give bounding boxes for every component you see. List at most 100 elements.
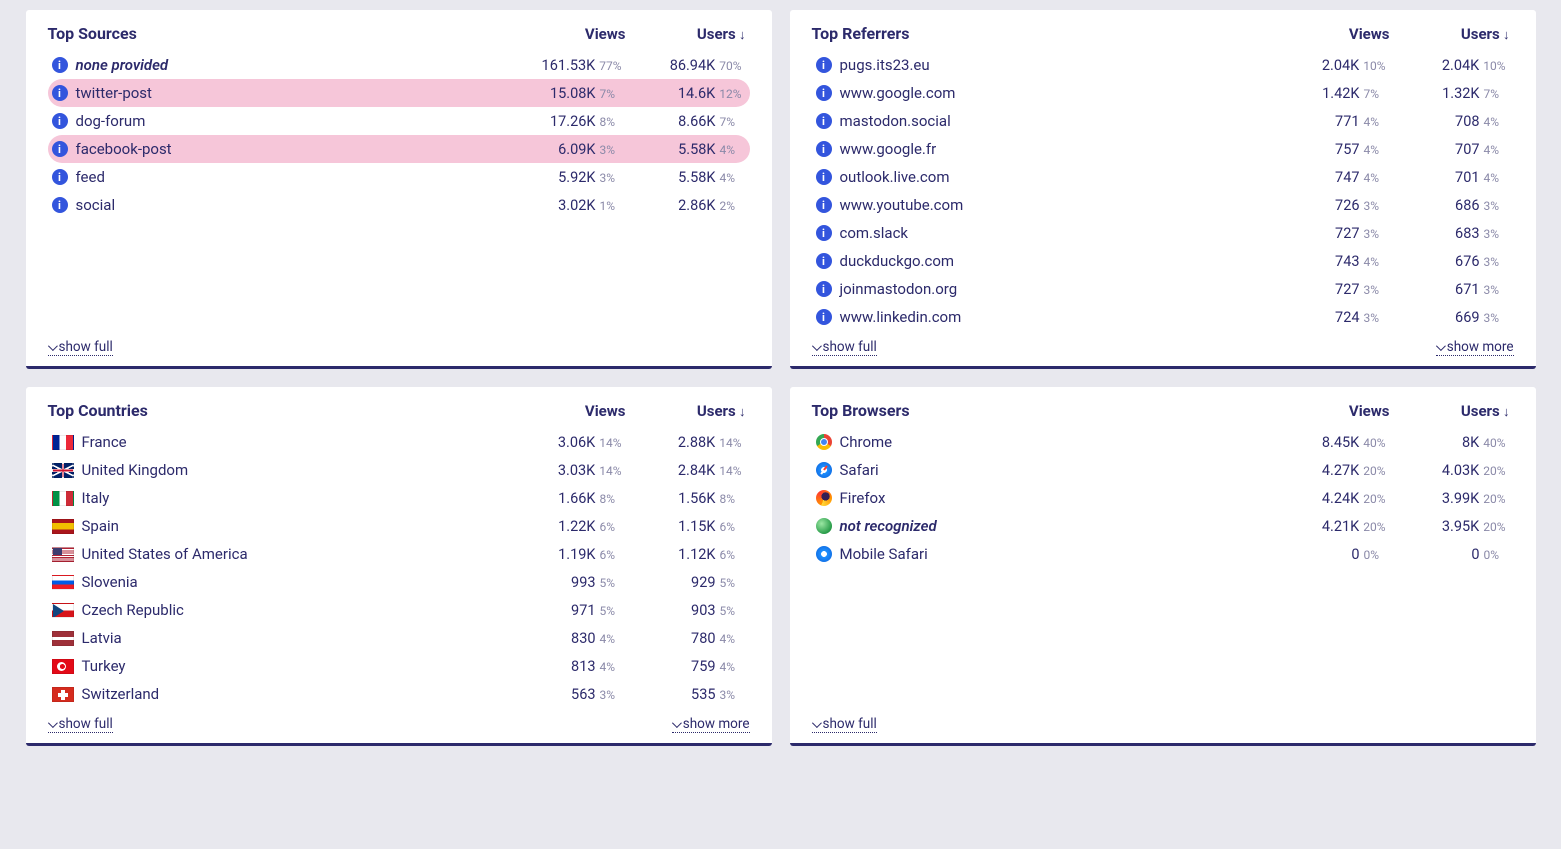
info-icon[interactable]: i bbox=[816, 113, 832, 129]
table-row[interactable]: Turkey8134%7594% bbox=[48, 652, 750, 680]
views-value: 2.04K bbox=[1322, 57, 1359, 74]
table-row[interactable]: isocial3.02K1%2.86K2% bbox=[48, 191, 750, 219]
info-icon[interactable]: i bbox=[816, 225, 832, 241]
table-row[interactable]: iwww.google.com1.42K7%1.32K7% bbox=[812, 79, 1514, 107]
col-users-sorted[interactable]: Users bbox=[1394, 25, 1514, 43]
col-views[interactable]: Views bbox=[1274, 25, 1394, 43]
users-pct: 7% bbox=[720, 115, 742, 129]
table-row[interactable]: Safari4.27K20%4.03K20% bbox=[812, 456, 1514, 484]
table-row[interactable]: United Kingdom3.03K14%2.84K14% bbox=[48, 456, 750, 484]
table-row[interactable]: itwitter-post15.08K7%14.6K12% bbox=[48, 79, 750, 107]
info-icon[interactable]: i bbox=[816, 253, 832, 269]
views-value: 724 bbox=[1335, 309, 1359, 326]
table-row[interactable]: ijoinmastodon.org7273%6713% bbox=[812, 275, 1514, 303]
show-full-label: show full bbox=[823, 339, 877, 355]
info-icon[interactable]: i bbox=[816, 85, 832, 101]
show-full-link[interactable]: show full bbox=[812, 716, 877, 733]
table-row[interactable]: inone provided161.53K77%86.94K70% bbox=[48, 51, 750, 79]
views-cell: 4.24K20% bbox=[1270, 490, 1390, 507]
users-cell: 1.32K7% bbox=[1390, 85, 1510, 102]
table-row[interactable]: iwww.linkedin.com7243%6693% bbox=[812, 303, 1514, 331]
info-icon[interactable]: i bbox=[816, 197, 832, 213]
row-label-text: not recognized bbox=[840, 517, 937, 535]
users-cell: 14.6K12% bbox=[626, 85, 746, 102]
info-icon[interactable]: i bbox=[52, 113, 68, 129]
show-more-link[interactable]: show more bbox=[672, 716, 750, 733]
table-row[interactable]: Mobile Safari00%00% bbox=[812, 540, 1514, 568]
show-full-link[interactable]: show full bbox=[48, 716, 113, 733]
row-label: United Kingdom bbox=[52, 461, 506, 479]
col-views[interactable]: Views bbox=[1274, 402, 1394, 420]
table-row[interactable]: ifeed5.92K3%5.58K4% bbox=[48, 163, 750, 191]
row-label-text: duckduckgo.com bbox=[840, 252, 955, 270]
col-views[interactable]: Views bbox=[510, 25, 630, 43]
info-icon[interactable]: i bbox=[52, 57, 68, 73]
table-row[interactable]: Italy1.66K8%1.56K8% bbox=[48, 484, 750, 512]
table-row[interactable]: Czech Republic9715%9035% bbox=[48, 596, 750, 624]
row-label: Latvia bbox=[52, 629, 506, 647]
users-value: 780 bbox=[691, 630, 715, 647]
views-cell: 6.09K3% bbox=[506, 141, 626, 158]
col-users-sorted[interactable]: Users bbox=[630, 25, 750, 43]
views-value: 17.26K bbox=[550, 113, 596, 130]
table-row[interactable]: United States of America1.19K6%1.12K6% bbox=[48, 540, 750, 568]
table-row[interactable]: iwww.youtube.com7263%6863% bbox=[812, 191, 1514, 219]
users-cell: 5.58K4% bbox=[626, 169, 746, 186]
show-full-link[interactable]: show full bbox=[48, 339, 113, 356]
chevron-down-icon bbox=[48, 716, 57, 732]
table-row[interactable]: ipugs.its23.eu2.04K10%2.04K10% bbox=[812, 51, 1514, 79]
table-row[interactable]: imastodon.social7714%7084% bbox=[812, 107, 1514, 135]
table-row[interactable]: Chrome8.45K40%8K40% bbox=[812, 428, 1514, 456]
info-icon[interactable]: i bbox=[816, 169, 832, 185]
users-cell: 6713% bbox=[1390, 281, 1510, 298]
row-label-text: www.youtube.com bbox=[840, 196, 964, 214]
col-views[interactable]: Views bbox=[510, 402, 630, 420]
users-pct: 8% bbox=[720, 492, 742, 506]
users-cell: 4.03K20% bbox=[1390, 462, 1510, 479]
users-cell: 6863% bbox=[1390, 197, 1510, 214]
show-full-link[interactable]: show full bbox=[812, 339, 877, 356]
table-row[interactable]: France3.06K14%2.88K14% bbox=[48, 428, 750, 456]
views-cell: 8134% bbox=[506, 658, 626, 675]
info-icon[interactable]: i bbox=[816, 141, 832, 157]
row-label-text: joinmastodon.org bbox=[840, 280, 958, 298]
row-label-text: www.linkedin.com bbox=[840, 308, 962, 326]
info-icon[interactable]: i bbox=[52, 197, 68, 213]
row-label: isocial bbox=[52, 196, 506, 214]
table-row[interactable]: iduckduckgo.com7434%6763% bbox=[812, 247, 1514, 275]
info-icon[interactable]: i bbox=[52, 85, 68, 101]
flag-icon bbox=[52, 491, 74, 506]
col-users-sorted[interactable]: Users bbox=[1394, 402, 1514, 420]
row-label: Slovenia bbox=[52, 573, 506, 591]
views-pct: 3% bbox=[1364, 199, 1386, 213]
row-label: Italy bbox=[52, 489, 506, 507]
views-pct: 3% bbox=[600, 688, 622, 702]
info-icon[interactable]: i bbox=[52, 169, 68, 185]
table-row[interactable]: ioutlook.live.com7474%7014% bbox=[812, 163, 1514, 191]
table-row[interactable]: idog-forum17.26K8%8.66K7% bbox=[48, 107, 750, 135]
table-row[interactable]: not recognized4.21K20%3.95K20% bbox=[812, 512, 1514, 540]
table-row[interactable]: icom.slack7273%6833% bbox=[812, 219, 1514, 247]
table-row[interactable]: iwww.google.fr7574%7074% bbox=[812, 135, 1514, 163]
users-pct: 3% bbox=[1484, 199, 1506, 213]
users-pct: 4% bbox=[720, 660, 742, 674]
info-icon[interactable]: i bbox=[816, 309, 832, 325]
users-value: 671 bbox=[1455, 281, 1479, 298]
users-value: 929 bbox=[691, 574, 715, 591]
views-pct: 0% bbox=[1364, 548, 1386, 562]
info-icon[interactable]: i bbox=[52, 141, 68, 157]
info-icon[interactable]: i bbox=[816, 57, 832, 73]
table-row[interactable]: Firefox4.24K20%3.99K20% bbox=[812, 484, 1514, 512]
users-cell: 7084% bbox=[1390, 113, 1510, 130]
show-more-link[interactable]: show more bbox=[1436, 339, 1514, 356]
table-row[interactable]: Latvia8304%7804% bbox=[48, 624, 750, 652]
table-row[interactable]: ifacebook-post6.09K3%5.58K4% bbox=[48, 135, 750, 163]
table-row[interactable]: Slovenia9935%9295% bbox=[48, 568, 750, 596]
col-users-sorted[interactable]: Users bbox=[630, 402, 750, 420]
row-label: United States of America bbox=[52, 545, 506, 563]
users-value: 2.88K bbox=[678, 434, 715, 451]
info-icon[interactable]: i bbox=[816, 281, 832, 297]
table-row[interactable]: Switzerland5633%5353% bbox=[48, 680, 750, 708]
row-label: iwww.google.com bbox=[816, 84, 1270, 102]
table-row[interactable]: Spain1.22K6%1.15K6% bbox=[48, 512, 750, 540]
